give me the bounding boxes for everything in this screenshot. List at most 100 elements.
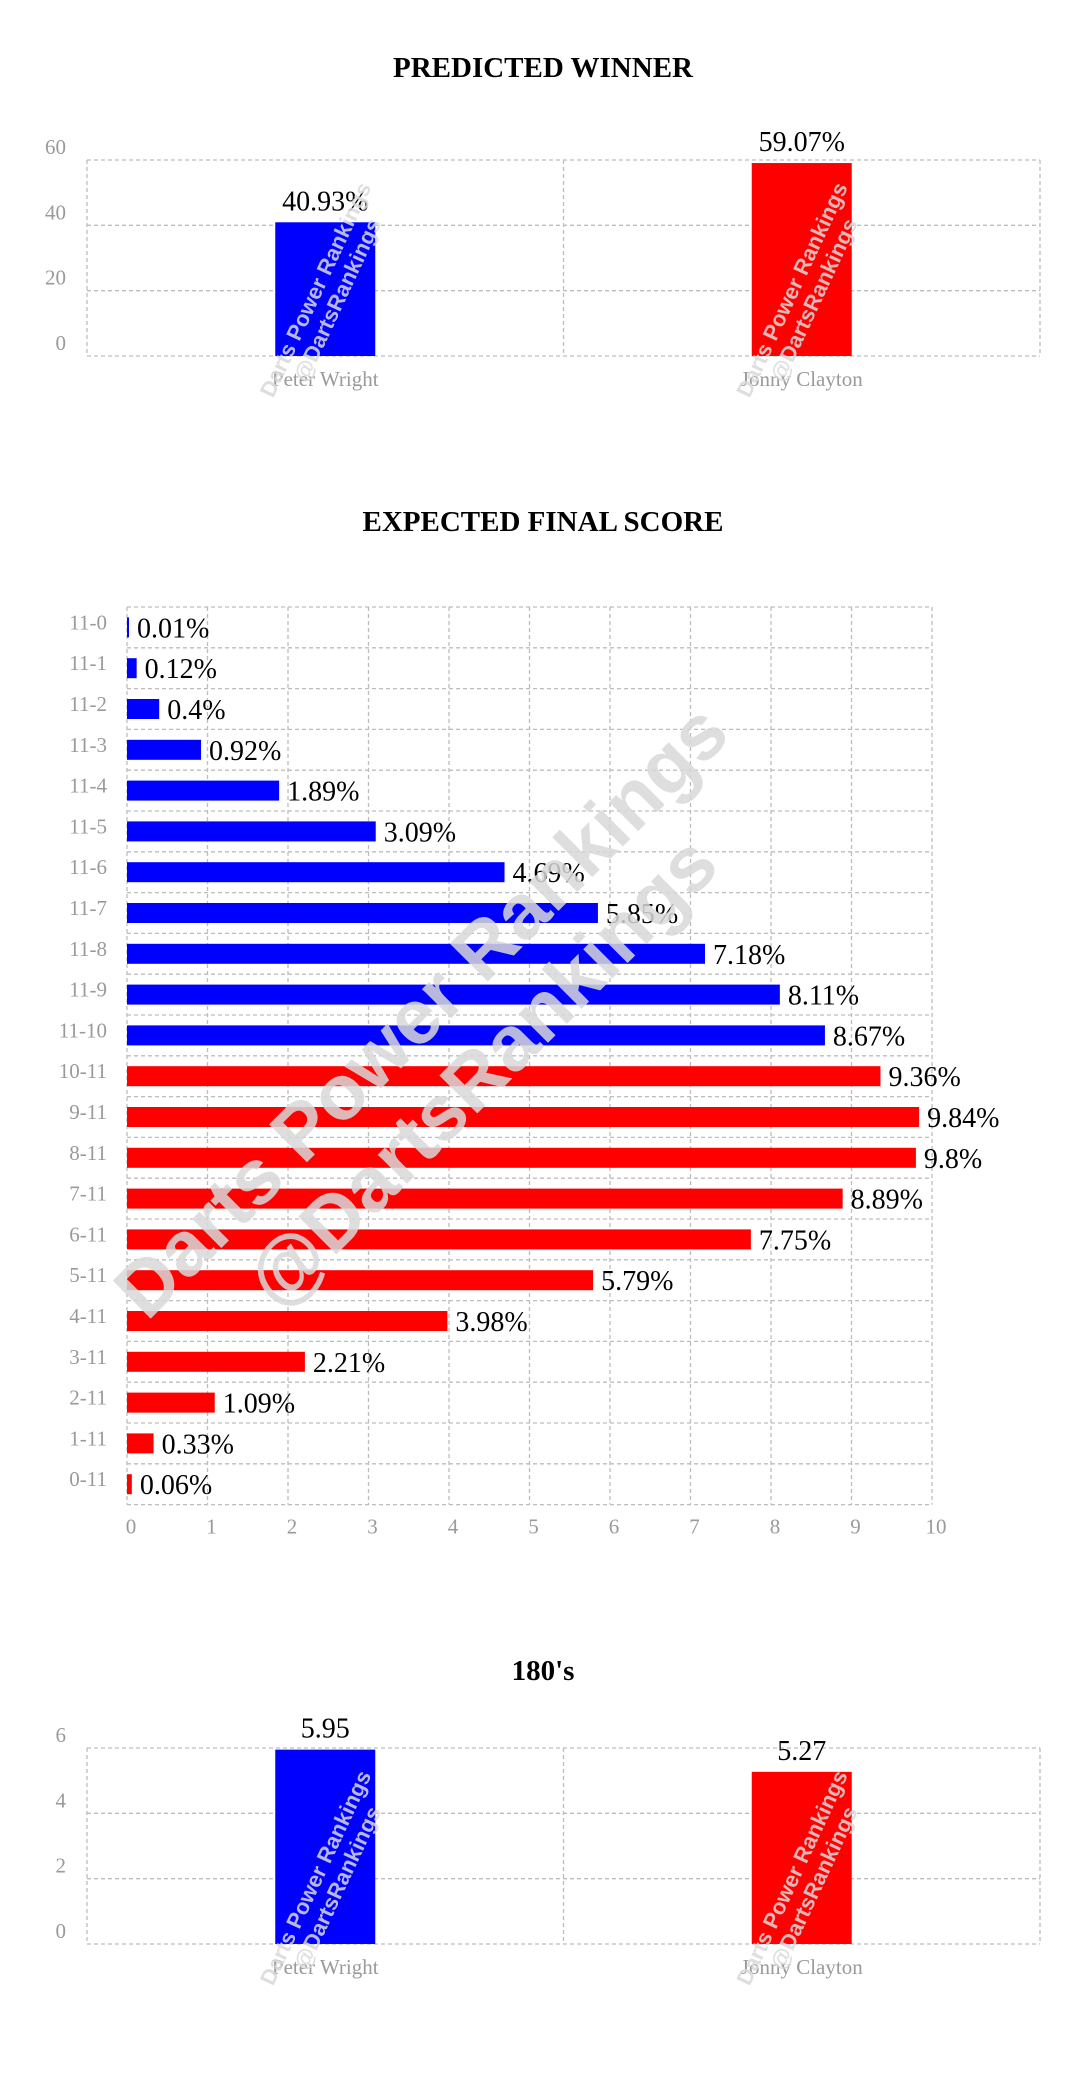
bar-peter-wright (275, 1749, 376, 1944)
y-tick-label: 4 (56, 1788, 67, 1812)
category-label-11-0: 11-0 (69, 610, 107, 634)
data-label-peter-wright: 40.93% (282, 186, 368, 217)
predicted-winner-title: PREDICTED WINNER (393, 52, 693, 84)
bar-3-11 (127, 1351, 305, 1372)
x-tick-label: 2 (287, 1515, 298, 1539)
data-label-11-7: 5.85% (606, 899, 678, 930)
category-label-11-7: 11-7 (69, 896, 107, 920)
data-label-9-11: 9.84% (927, 1103, 999, 1134)
category-label-2-11: 2-11 (69, 1386, 107, 1410)
data-label-11-9: 8.11% (788, 981, 859, 1012)
data-label-11-0: 0.01% (137, 613, 209, 644)
category-label-8-11: 8-11 (69, 1141, 107, 1165)
category-label-0-11: 0-11 (69, 1467, 107, 1491)
x-tick-label: 7 (689, 1515, 700, 1539)
x-tick-label: 10 (926, 1515, 947, 1539)
category-label-11-2: 11-2 (69, 692, 107, 716)
y-tick-label: 6 (56, 1723, 67, 1747)
expected-final-score-title: EXPECTED FINAL SCORE (362, 506, 724, 538)
bar-4-11 (127, 1311, 448, 1331)
category-label-1-11: 1-11 (69, 1426, 107, 1450)
y-tick-label: 40 (45, 200, 66, 224)
x-tick-label: 6 (609, 1515, 620, 1539)
bar-11-4 (127, 780, 280, 801)
category-label-11-1: 11-1 (69, 651, 107, 675)
x-tick-label: 9 (850, 1515, 861, 1539)
y-tick-label: 0 (56, 1919, 67, 1943)
expected-final-score-chart: 0 1 2 3 4 5 6 7 8 9 10 11-0 0.01% 11-1 0.12% 11-2 0.4% 11… (59, 606, 999, 1539)
category-label-11-4: 11-4 (69, 774, 107, 798)
data-label-11-5: 3.09% (384, 817, 456, 848)
category-label-11-8: 11-8 (69, 937, 107, 961)
category-label-7-11: 7-11 (69, 1182, 107, 1206)
bar-11-7 (127, 903, 598, 923)
category-label-3-11: 3-11 (69, 1345, 107, 1369)
bar-11-9 (127, 984, 780, 1005)
category-label-11-5: 11-5 (69, 814, 107, 838)
category-label-11-3: 11-3 (69, 733, 107, 757)
data-label-7-11: 8.89% (851, 1185, 923, 1216)
data-label-5-11: 5.79% (601, 1266, 673, 1297)
category-label-11-9: 11-9 (69, 978, 107, 1002)
bar-5-11 (127, 1270, 594, 1291)
bar-11-3 (127, 739, 202, 760)
bar-jonny-clayton (751, 163, 852, 356)
x-tick-label: 8 (770, 1515, 781, 1539)
data-label-6-11: 7.75% (759, 1225, 831, 1256)
data-label-peter-wright: 5.95 (301, 1714, 350, 1745)
data-label-jonny-clayton: 5.27 (777, 1736, 826, 1767)
category-label-4-11: 4-11 (69, 1304, 107, 1328)
x-tick-label: 3 (367, 1515, 378, 1539)
bar-0-11 (127, 1474, 132, 1495)
bar-8-11 (127, 1147, 916, 1168)
y-tick-label: 2 (56, 1854, 67, 1878)
category-label-10-11: 10-11 (59, 1059, 107, 1083)
category-label-peter-wright: Peter Wright (272, 1955, 379, 1979)
bar-7-11 (127, 1188, 843, 1209)
data-label-11-1: 0.12% (145, 654, 217, 685)
x-tick-label: 1 (206, 1515, 217, 1539)
category-label-11-6: 11-6 (69, 855, 107, 879)
bar-10-11 (127, 1066, 881, 1087)
bar-2-11 (127, 1392, 215, 1413)
x-tick-label: 0 (126, 1515, 137, 1539)
bar-6-11 (127, 1229, 751, 1250)
category-label-jonny-clayton: Jonny Clayton (741, 1955, 863, 1979)
data-label-11-6: 4.69% (513, 858, 585, 889)
bar-11-10 (127, 1025, 825, 1046)
data-label-jonny-clayton: 59.07% (759, 127, 845, 158)
bar-11-2 (127, 699, 160, 719)
bar-11-8 (127, 943, 705, 964)
data-label-11-2: 0.4% (167, 695, 225, 726)
y-tick-label: 60 (45, 135, 66, 159)
bar-1-11 (127, 1433, 154, 1454)
category-label-9-11: 9-11 (69, 1100, 107, 1124)
category-label-peter-wright: Peter Wright (272, 367, 379, 391)
category-label-6-11: 6-11 (69, 1222, 107, 1246)
category-label-jonny-clayton: Jonny Clayton (741, 367, 863, 391)
bar-11-1 (127, 658, 137, 679)
category-label-11-10: 11-10 (59, 1018, 107, 1042)
data-label-0-11: 0.06% (140, 1470, 212, 1501)
x-tick-label: 5 (528, 1515, 539, 1539)
data-label-2-11: 1.09% (223, 1389, 295, 1420)
bar-11-5 (127, 821, 376, 842)
bar-jonny-clayton (751, 1771, 852, 1944)
data-label-11-4: 1.89% (287, 777, 359, 808)
data-label-11-10: 8.67% (833, 1021, 905, 1052)
y-tick-label: 20 (45, 266, 66, 290)
data-label-4-11: 3.98% (455, 1307, 527, 1338)
data-label-11-8: 7.18% (713, 940, 785, 971)
data-label-11-3: 0.92% (209, 736, 281, 767)
data-label-8-11: 9.8% (924, 1144, 982, 1175)
bar-peter-wright (275, 222, 376, 356)
category-label-5-11: 5-11 (69, 1263, 107, 1287)
bar-9-11 (127, 1107, 920, 1127)
data-label-3-11: 2.21% (313, 1348, 385, 1379)
one-eighties-title: 180's (511, 1655, 575, 1687)
bar-11-0 (127, 617, 129, 638)
y-tick-label: 0 (56, 331, 67, 355)
data-label-10-11: 9.36% (888, 1062, 960, 1093)
